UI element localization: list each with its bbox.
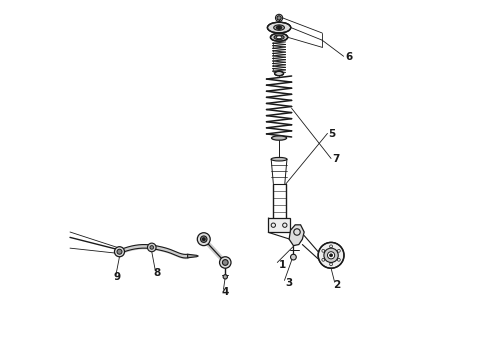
- Ellipse shape: [274, 25, 285, 30]
- Circle shape: [115, 247, 124, 257]
- Circle shape: [147, 243, 156, 252]
- Ellipse shape: [274, 71, 284, 76]
- Circle shape: [202, 238, 205, 240]
- Ellipse shape: [268, 22, 291, 33]
- Polygon shape: [188, 254, 198, 258]
- Circle shape: [277, 26, 281, 30]
- Ellipse shape: [270, 33, 288, 41]
- Circle shape: [222, 260, 228, 265]
- Circle shape: [117, 249, 122, 254]
- Ellipse shape: [276, 26, 282, 29]
- Text: 7: 7: [332, 154, 339, 164]
- Text: 2: 2: [333, 280, 340, 289]
- Ellipse shape: [271, 136, 287, 140]
- Circle shape: [223, 275, 227, 279]
- Text: 4: 4: [221, 287, 229, 297]
- Circle shape: [327, 252, 335, 259]
- Text: 5: 5: [328, 129, 336, 139]
- Text: 1: 1: [278, 260, 286, 270]
- Ellipse shape: [271, 157, 287, 161]
- Circle shape: [197, 233, 210, 246]
- Circle shape: [150, 246, 153, 249]
- Polygon shape: [269, 218, 290, 232]
- Text: 9: 9: [113, 273, 120, 282]
- Circle shape: [330, 254, 333, 257]
- Circle shape: [277, 16, 281, 20]
- Circle shape: [291, 254, 296, 260]
- Ellipse shape: [276, 36, 282, 39]
- Text: 6: 6: [345, 52, 353, 62]
- Circle shape: [324, 248, 338, 262]
- Text: 8: 8: [153, 268, 161, 278]
- Circle shape: [318, 242, 344, 268]
- Text: 3: 3: [285, 278, 293, 288]
- Polygon shape: [289, 225, 304, 246]
- Circle shape: [220, 257, 231, 268]
- Ellipse shape: [274, 35, 284, 40]
- Circle shape: [200, 236, 207, 242]
